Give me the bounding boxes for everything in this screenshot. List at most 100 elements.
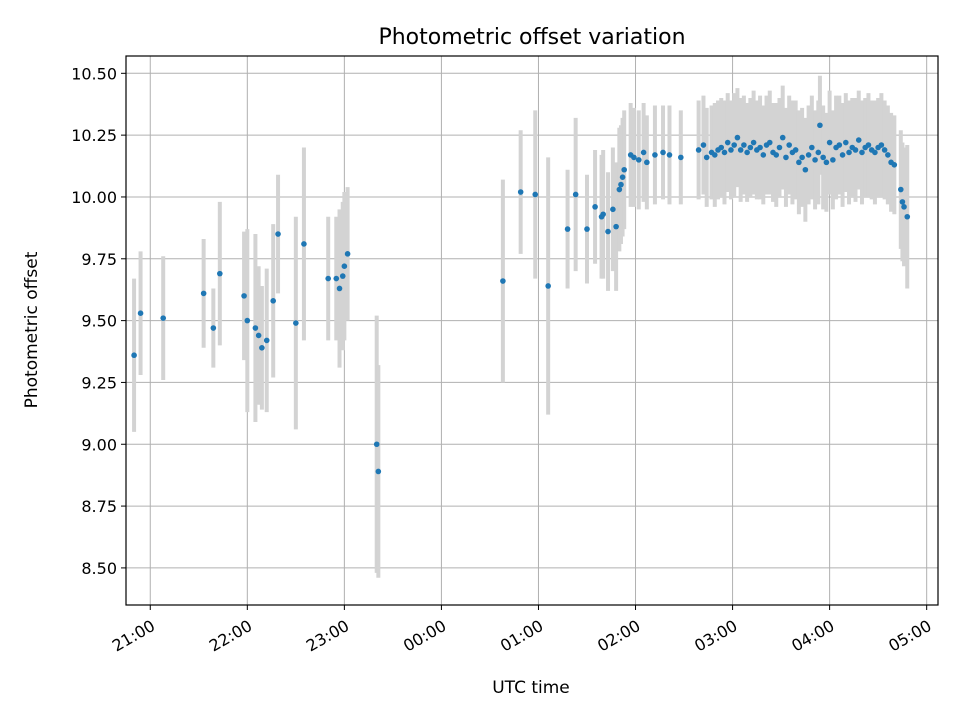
data-point: [259, 345, 265, 351]
data-point: [613, 223, 619, 230]
data-point: [500, 278, 506, 284]
data-point: [734, 134, 741, 141]
y-axis-label: Photometric offset: [22, 251, 42, 408]
data-point: [592, 204, 598, 210]
data-point: [872, 149, 878, 156]
x-tick-label: 21:00: [109, 616, 158, 656]
x-tick-label: 22:00: [206, 616, 255, 656]
data-point: [600, 211, 606, 218]
data-point: [619, 174, 626, 180]
data-point: [275, 231, 281, 237]
data-point: [812, 157, 818, 163]
data-point: [731, 142, 737, 148]
data-point: [721, 149, 728, 156]
data-point: [678, 154, 684, 161]
data-point: [244, 317, 251, 324]
data-point: [200, 290, 207, 297]
data-point: [724, 139, 731, 146]
data-point: [750, 139, 757, 146]
grid: [126, 56, 938, 605]
data-point: [631, 154, 637, 161]
data-point: [773, 152, 780, 158]
data-point: [859, 149, 865, 156]
data-point: [843, 139, 849, 146]
data-point: [616, 186, 623, 193]
data-point: [635, 157, 642, 163]
x-axis: 21:00 22:00 23:00 00:00 01:00 02:00 03:00 04:00…: [109, 605, 935, 656]
data-point: [805, 152, 812, 158]
data-point: [846, 149, 852, 156]
data-point: [339, 273, 346, 279]
data-point: [817, 122, 823, 129]
y-axis: 8.50 8.75 9.00 9.25 9.50 9.75 10.00 10.25 10.50: [71, 64, 126, 578]
data-point: [904, 213, 911, 220]
x-tick-label: 02:00: [594, 616, 643, 656]
data-point: [757, 144, 763, 151]
data-point: [564, 226, 571, 232]
data-point: [618, 181, 624, 188]
data-point: [779, 134, 786, 141]
y-tick-label: 9.50: [81, 312, 117, 331]
data-point: [836, 142, 843, 148]
data-point: [325, 275, 331, 282]
data-point: [137, 310, 144, 316]
data-point: [747, 144, 754, 151]
data-point: [852, 147, 859, 153]
data-point: [901, 204, 907, 210]
data-point: [621, 166, 627, 173]
y-tick-label: 10.25: [71, 126, 117, 145]
data-point: [786, 142, 792, 148]
data-point: [666, 152, 673, 158]
data-point: [820, 154, 826, 161]
x-tick-label: 05:00: [885, 616, 934, 656]
data-point: [839, 152, 846, 158]
data-point: [532, 191, 539, 198]
x-axis-label: UTC time: [492, 678, 570, 698]
data-point: [644, 159, 650, 166]
data-point: [830, 157, 836, 163]
data-point: [741, 142, 747, 148]
plot-frame: [125, 55, 939, 606]
data-point: [809, 144, 815, 151]
data-point: [897, 186, 904, 193]
data-point: [802, 166, 809, 173]
data-point: [344, 251, 351, 257]
data-point: [572, 191, 579, 198]
data-point: [373, 441, 380, 448]
data-point: [610, 206, 616, 213]
data-point: [766, 139, 773, 146]
data-point: [640, 149, 647, 156]
data-point: [891, 162, 898, 168]
data-point: [336, 285, 343, 292]
data-point: [255, 332, 262, 339]
data-point: [375, 468, 382, 475]
data-point: [718, 144, 725, 151]
data-point: [333, 275, 340, 282]
y-tick-label: 8.75: [81, 497, 117, 516]
data-point: [217, 270, 223, 277]
data-point: [652, 152, 658, 158]
data-point: [660, 149, 666, 156]
data-point: [865, 142, 872, 148]
data-point: [815, 149, 822, 156]
x-tick-label: 23:00: [303, 616, 352, 656]
data-point: [744, 149, 750, 156]
data-point: [855, 137, 862, 143]
y-tick-label: 9.00: [81, 435, 117, 454]
data-point: [605, 228, 611, 235]
data-point: [695, 147, 702, 153]
x-tick-label: 00:00: [400, 616, 449, 656]
x-tick-label: 04:00: [788, 616, 837, 656]
data-point: [703, 154, 710, 161]
data-points: [131, 122, 911, 475]
x-tick-label: 03:00: [691, 616, 740, 656]
data-point: [700, 142, 707, 148]
data-point: [826, 139, 833, 146]
x-tick-label: 01:00: [497, 616, 546, 656]
data-point: [241, 293, 247, 299]
data-point: [796, 159, 802, 166]
data-point: [737, 147, 744, 153]
data-point: [341, 263, 348, 270]
data-point: [270, 298, 276, 304]
data-point: [210, 325, 217, 331]
